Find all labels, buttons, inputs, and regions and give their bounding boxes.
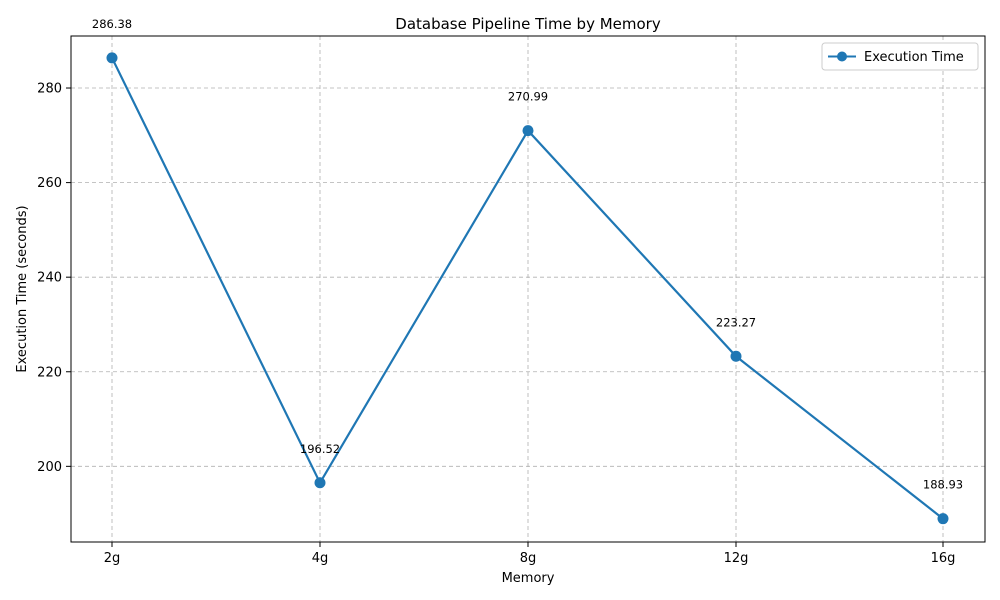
data-point [730, 350, 742, 362]
ticks-layer: 2g 4g 8g 12g 16g 200 220 240 260 280 [37, 82, 955, 566]
x-tick-label: 16g [931, 551, 956, 566]
y-tick-label: 220 [37, 365, 62, 380]
data-labels-layer: 286.38 196.52 270.99 223.27 188.93 [92, 17, 963, 492]
series-layer [106, 52, 949, 525]
data-point [314, 477, 326, 489]
legend-box [821, 42, 979, 71]
x-tick-label: 4g [312, 551, 329, 566]
data-label: 196.52 [300, 442, 340, 456]
data-label: 188.93 [923, 478, 963, 492]
y-axis-label: Execution Time (seconds) [15, 205, 30, 372]
y-tick-label: 240 [37, 271, 62, 286]
data-point [106, 52, 118, 64]
data-label: 286.38 [92, 17, 132, 31]
y-tick-label: 280 [37, 82, 62, 97]
x-tick-label: 12g [724, 551, 749, 566]
data-label: 270.99 [508, 90, 548, 104]
x-tick-label: 8g [520, 551, 537, 566]
y-tick-label: 260 [37, 176, 62, 191]
grid-layer [71, 36, 985, 542]
data-point [522, 125, 534, 137]
legend-entry-label: Execution Time [864, 50, 964, 65]
data-label: 223.27 [716, 315, 756, 329]
legend: Execution Time [821, 42, 979, 71]
legend-point-marker [837, 51, 847, 62]
x-axis-label: Memory [502, 571, 555, 586]
x-tick-label: 2g [104, 551, 121, 566]
y-tick-label: 200 [37, 460, 62, 475]
data-point [937, 513, 949, 525]
chart-title: Database Pipeline Time by Memory [395, 15, 661, 33]
